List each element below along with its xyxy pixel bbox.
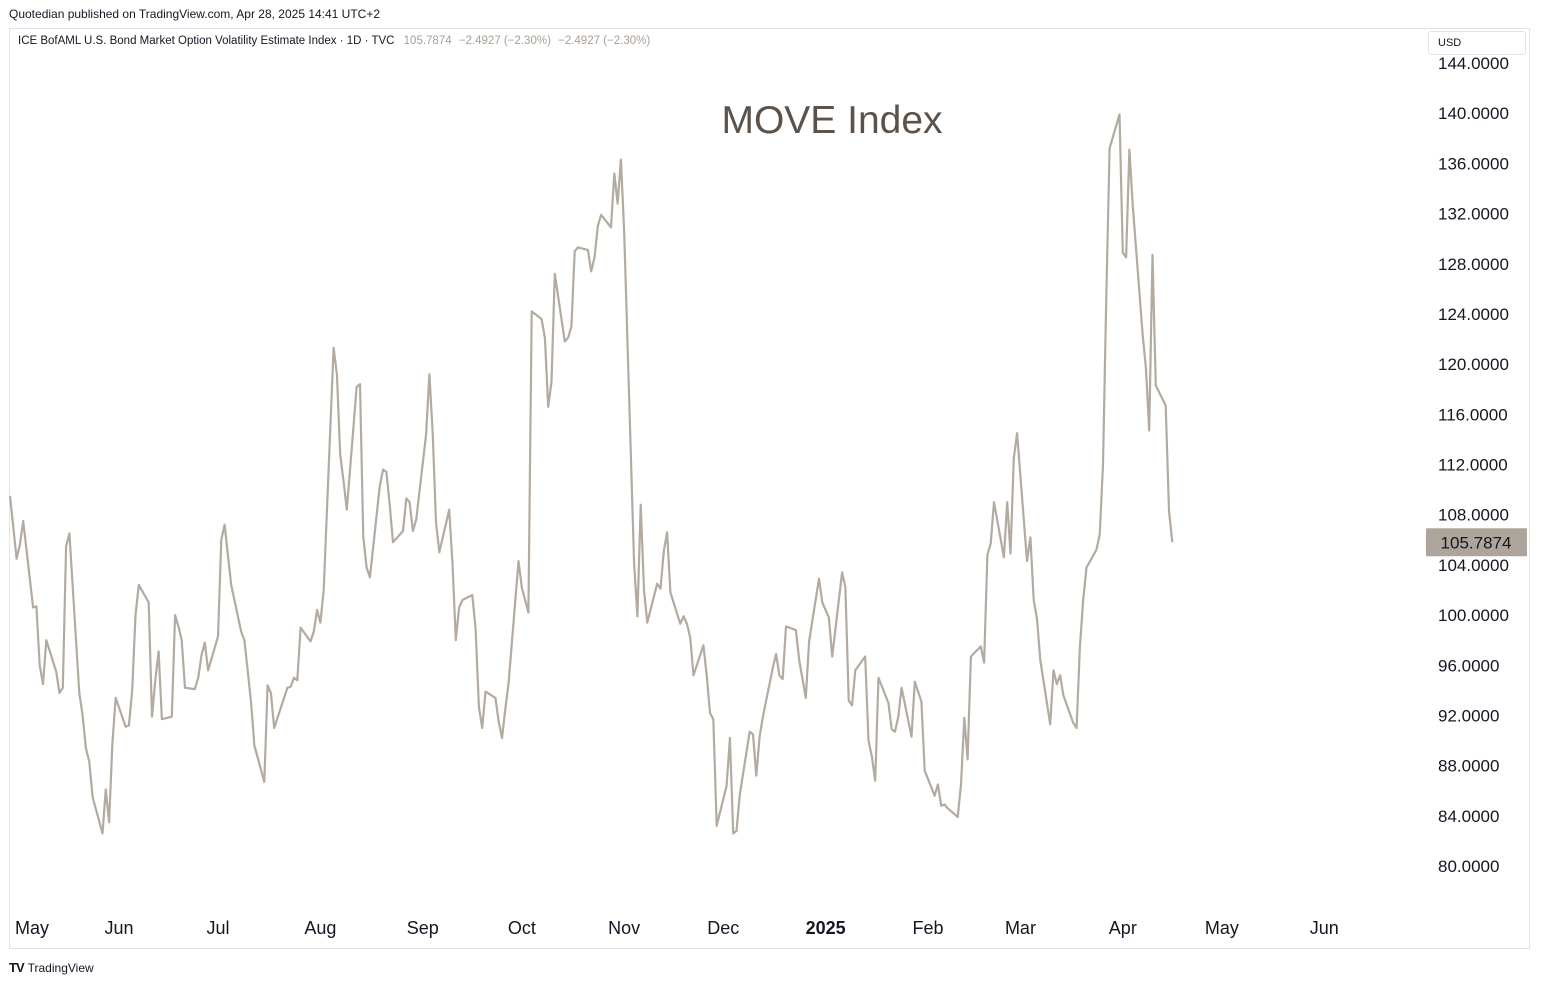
y-axis: 144.0000 140.0000 136.0000 132.0000 128.0000…: [1438, 54, 1509, 876]
y-tick-label: 100.0000: [1438, 606, 1509, 625]
y-tick-label: 88.0000: [1438, 757, 1499, 776]
y-tick-label: 144.0000: [1438, 54, 1509, 73]
tradingview-brand[interactable]: TV TradingView: [9, 960, 94, 975]
y-tick-label: 84.0000: [1438, 807, 1499, 826]
y-tick-label: 120.0000: [1438, 355, 1509, 374]
x-tick-label: Apr: [1109, 918, 1137, 938]
x-axis: May Jun Jul Aug Sep Oct Nov Dec 2025 Feb Mar Apr May…: [15, 918, 1339, 938]
legend-change: −2.4927 (−2.30%): [458, 35, 551, 47]
x-tick-label: Sep: [407, 918, 439, 938]
x-tick-label: Jun: [1310, 918, 1339, 938]
y-tick-label: 104.0000: [1438, 556, 1509, 575]
last-price-tag-bg: [1426, 528, 1527, 557]
chart-legend: ICE BofAML U.S. Bond Market Option Volat…: [18, 35, 654, 47]
x-tick-label: 2025: [806, 918, 846, 938]
x-tick-label: May: [15, 918, 49, 938]
y-tick-label: 96.0000: [1438, 656, 1499, 675]
x-tick-label: Jul: [207, 918, 230, 938]
x-tick-label: Mar: [1005, 918, 1036, 938]
x-tick-label: Nov: [608, 918, 640, 938]
publisher-note: Quotedian published on TradingView.com, …: [9, 7, 381, 21]
legend-symbol[interactable]: ICE BofAML U.S. Bond Market Option Volat…: [18, 35, 395, 47]
y-tick-label: 128.0000: [1438, 255, 1509, 274]
y-tick-label: 112.0000: [1438, 456, 1508, 475]
x-tick-label: Dec: [707, 918, 739, 938]
last-price-tag: 105.7874: [1426, 528, 1527, 557]
x-tick-label: Jun: [104, 918, 133, 938]
y-tick-label: 140.0000: [1438, 104, 1509, 123]
tradingview-brand-label: TradingView: [27, 960, 94, 975]
y-tick-label: 124.0000: [1438, 305, 1509, 324]
y-tick-label: 92.0000: [1438, 706, 1499, 725]
x-tick-label: Oct: [508, 918, 536, 938]
series-line: [8, 113, 1174, 835]
y-tick-label: 108.0000: [1438, 506, 1509, 525]
legend-last-value: 105.7874: [403, 35, 452, 47]
x-tick-label: May: [1205, 918, 1239, 938]
tradingview-logo-icon: TV: [9, 960, 25, 975]
chart-frame: [9, 28, 1530, 949]
last-price-tag-label: 105.7874: [1441, 533, 1512, 552]
currency-button[interactable]: USD: [1428, 31, 1526, 55]
chart-title: MOVE Index: [721, 99, 943, 142]
x-tick-label: Aug: [304, 918, 336, 938]
x-tick-label: Feb: [912, 918, 943, 938]
y-tick-label: 80.0000: [1438, 857, 1499, 876]
y-tick-label: 136.0000: [1438, 154, 1509, 173]
y-tick-label: 116.0000: [1438, 405, 1508, 424]
legend-values: 105.7874 −2.4927 (−2.30%) −2.4927 (−2.30…: [404, 35, 655, 47]
legend-change-repeat: −2.4927 (−2.30%): [558, 35, 651, 47]
y-tick-label: 132.0000: [1438, 205, 1509, 224]
